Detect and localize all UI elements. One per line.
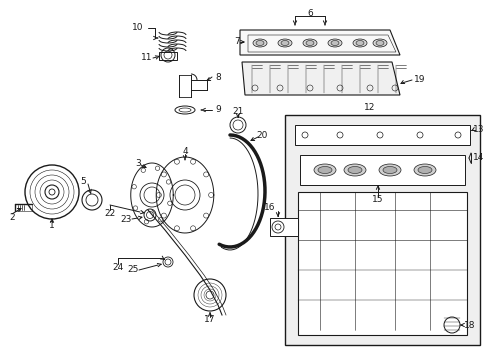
Bar [285,115,479,345]
Ellipse shape [347,166,361,174]
Text: 18: 18 [463,320,475,329]
Text: 14: 14 [472,153,484,162]
Polygon shape [297,192,466,335]
Text: 10: 10 [132,23,143,32]
Ellipse shape [317,166,331,174]
Polygon shape [294,125,469,145]
Ellipse shape [355,40,363,45]
Text: 19: 19 [413,76,425,85]
Ellipse shape [343,164,365,176]
Text: 2: 2 [9,212,15,221]
Ellipse shape [372,39,386,47]
Ellipse shape [352,39,366,47]
Ellipse shape [375,40,383,45]
Text: 6: 6 [306,9,312,18]
Bar [269,218,297,236]
Text: 23: 23 [120,215,131,224]
Ellipse shape [417,166,431,174]
Ellipse shape [327,39,341,47]
Ellipse shape [303,39,316,47]
Text: 3: 3 [135,158,141,167]
Text: 17: 17 [204,315,215,324]
Text: 24: 24 [112,262,123,271]
Ellipse shape [378,164,400,176]
Text: 13: 13 [472,126,484,135]
Text: 5: 5 [80,176,86,185]
Text: 8: 8 [215,72,221,81]
Polygon shape [240,30,399,55]
Ellipse shape [313,164,335,176]
Text: 4: 4 [182,147,187,156]
Text: 15: 15 [371,195,383,204]
Polygon shape [242,62,399,95]
Text: 16: 16 [264,203,275,212]
Ellipse shape [256,40,264,45]
Text: 21: 21 [232,107,243,116]
Bar [159,52,177,60]
Text: 9: 9 [215,105,221,114]
Polygon shape [299,155,464,185]
Ellipse shape [382,166,396,174]
Text: 20: 20 [256,130,267,139]
Ellipse shape [413,164,435,176]
Text: 1: 1 [49,220,55,230]
Text: 22: 22 [104,208,115,217]
Ellipse shape [330,40,338,45]
Ellipse shape [278,39,291,47]
Ellipse shape [305,40,313,45]
Ellipse shape [252,39,266,47]
Ellipse shape [281,40,288,45]
Text: 7: 7 [234,37,240,46]
Text: 25: 25 [127,266,139,274]
Text: 11: 11 [141,54,152,63]
Text: 12: 12 [364,104,375,112]
